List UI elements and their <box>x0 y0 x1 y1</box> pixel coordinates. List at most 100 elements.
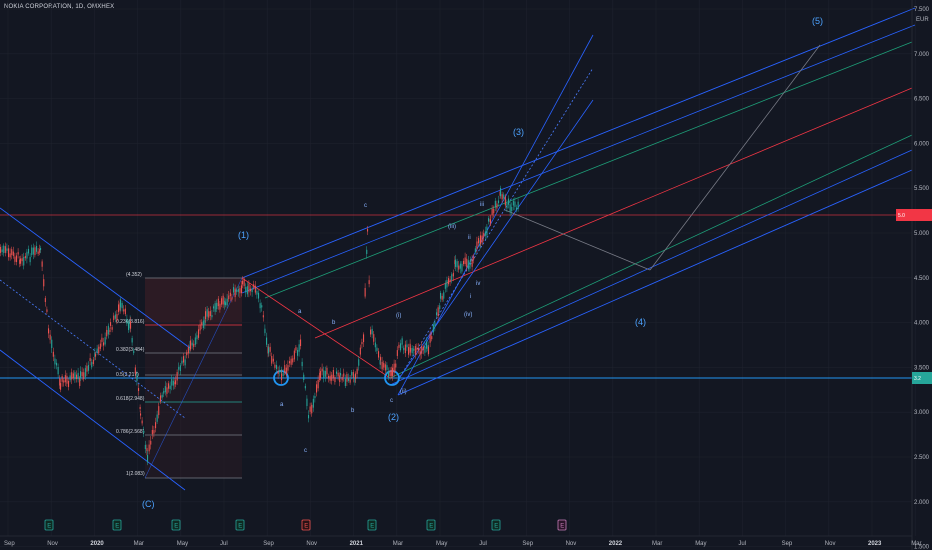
x-tick-label: Sep <box>782 541 793 547</box>
candle-body <box>406 344 408 348</box>
candle-body <box>491 208 493 215</box>
candle-body <box>3 245 5 254</box>
candle-body <box>279 370 281 373</box>
candle-body <box>61 376 63 382</box>
event-markers[interactable]: E E E E E E E E E <box>44 519 567 531</box>
candle-body <box>419 350 421 356</box>
candle-body <box>277 371 279 374</box>
pitchfork[interactable] <box>144 7 916 479</box>
candle-body <box>276 365 278 369</box>
candle-body <box>326 367 328 375</box>
sub-label: (i) <box>396 313 401 319</box>
candle-body <box>229 292 231 297</box>
candle-body <box>250 288 252 292</box>
candle-body <box>69 375 71 381</box>
sub-label: b <box>351 408 355 414</box>
candle-body <box>128 322 130 330</box>
earnings-marker: E <box>301 519 311 531</box>
candle-body <box>21 258 23 262</box>
y-tick-label: 4.500 <box>914 276 930 282</box>
x-tick-label: 2020 <box>90 541 104 547</box>
candle-body <box>271 356 273 364</box>
y-tick-label: 1.500 <box>914 545 930 550</box>
candle-body <box>403 347 405 351</box>
candle-body <box>23 257 25 266</box>
candle-body <box>206 309 208 317</box>
candle-body <box>26 251 28 259</box>
candle-body <box>473 256 475 260</box>
fib-label: 0.618(2.948) <box>116 396 145 402</box>
svg-text:E: E <box>304 524 308 530</box>
candle-body <box>89 358 91 362</box>
candle-body <box>144 444 146 450</box>
candle-body <box>81 372 83 377</box>
candle-body <box>314 395 316 399</box>
candle-body <box>437 307 439 317</box>
candle-body <box>160 395 162 399</box>
candle-body <box>506 202 508 209</box>
candle-body <box>209 311 211 317</box>
candle-body <box>309 406 311 412</box>
sub-label: (ii) <box>400 389 407 395</box>
candle-body <box>298 344 300 352</box>
candle-body <box>484 231 486 236</box>
candle-body <box>444 283 446 289</box>
candle-body <box>408 347 410 355</box>
candle-body <box>68 380 70 387</box>
y-tick-label: 6.000 <box>914 141 930 147</box>
candle-body <box>44 298 46 302</box>
candle-body <box>436 312 438 316</box>
earnings-marker: E <box>112 519 122 531</box>
candle-body <box>231 297 233 300</box>
svg-text:E: E <box>174 524 178 530</box>
candle-body <box>486 226 488 236</box>
candle-body <box>109 329 111 332</box>
descending-channel[interactable] <box>0 207 191 491</box>
sub-wave-labels: a b c c b a c (i) (ii) (iii) (iv) ii iii… <box>280 202 484 454</box>
fib-label: 0.786(2.568) <box>116 429 145 435</box>
sub-label: a <box>280 402 284 408</box>
candle-body <box>176 372 178 381</box>
candle-body <box>359 347 361 355</box>
candle-body <box>494 200 496 208</box>
candle-body <box>289 361 291 364</box>
candle-body <box>511 206 513 212</box>
candle-body <box>77 372 79 380</box>
candle-body <box>71 372 73 380</box>
candle-body <box>241 285 243 294</box>
candle-body <box>503 194 505 199</box>
candle-body <box>6 248 8 251</box>
candle-body <box>51 339 53 349</box>
candle-body <box>319 372 321 381</box>
candle-body <box>103 342 105 346</box>
candle-body <box>341 376 343 381</box>
y-axis[interactable]: 7.500 7.000 6.500 6.000 5.500 5.000 4.500 4.000… <box>911 0 930 550</box>
candle-body <box>110 322 112 326</box>
x-tick-label: Mar <box>134 541 144 547</box>
candle-body <box>219 303 221 310</box>
candle-body <box>233 287 235 293</box>
candle-body <box>316 384 318 393</box>
candle-body <box>292 358 294 363</box>
candle-body <box>4 246 6 253</box>
candle-body <box>422 346 424 351</box>
x-tick-label: Nov <box>47 541 58 547</box>
candle-body <box>381 361 383 370</box>
svg-text:E: E <box>47 524 51 530</box>
candle-body <box>480 235 482 244</box>
candle-body <box>175 380 177 385</box>
candle-body <box>130 321 132 329</box>
earnings-marker: E <box>426 519 436 531</box>
candle-body <box>201 322 203 326</box>
candle-body <box>493 208 495 214</box>
candle-body <box>366 249 368 254</box>
candle-body <box>396 350 398 356</box>
candle-body <box>187 347 189 354</box>
candle-body <box>311 404 313 414</box>
x-axis[interactable]: Sep Nov 2020 Mar May Jul Sep Nov 2021 Mar May Jul Se… <box>0 535 922 547</box>
sub-label: iv <box>476 281 480 287</box>
candle-body <box>287 365 289 371</box>
candle-body <box>308 415 310 419</box>
candle-body <box>504 196 506 206</box>
